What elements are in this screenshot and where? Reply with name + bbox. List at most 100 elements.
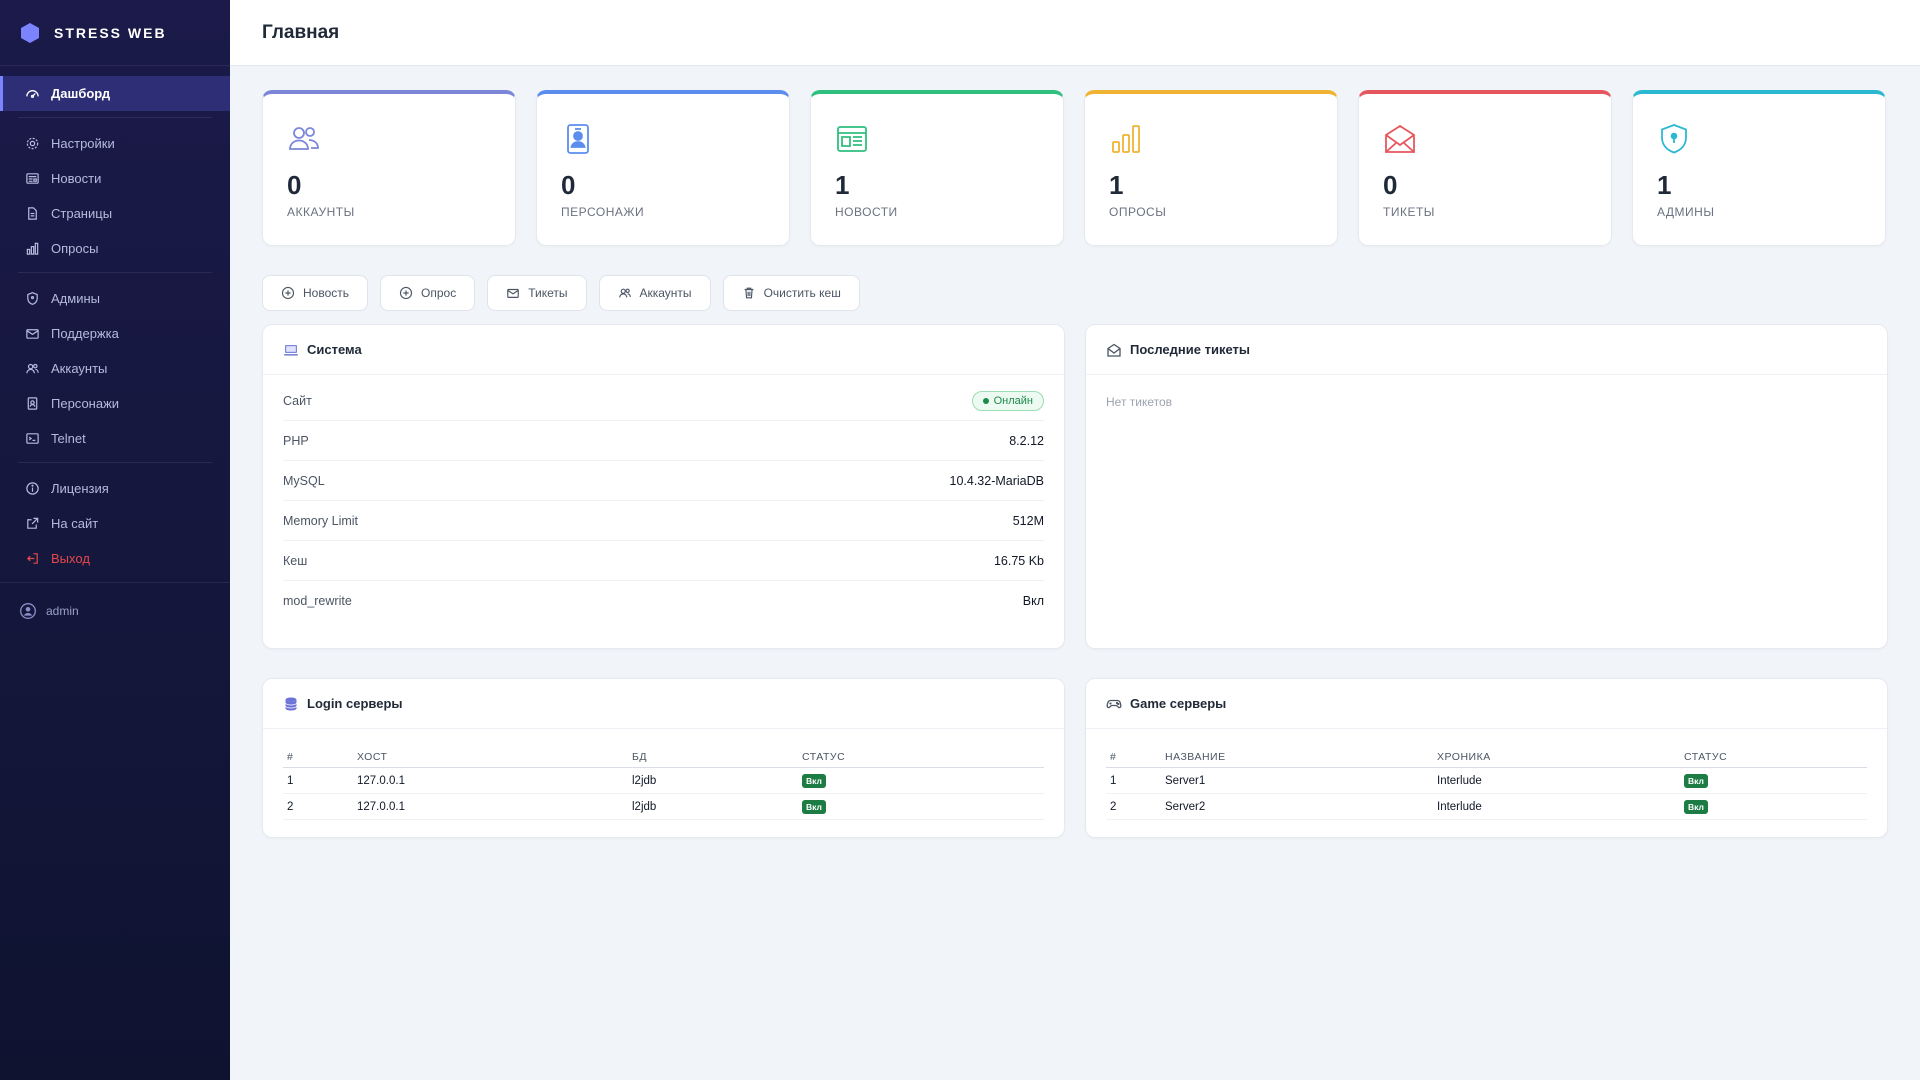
cell-chronicle: Interlude [1433,793,1680,820]
sidebar-item-license[interactable]: Лицензия [0,471,230,506]
column-header: НАЗВАНИЕ [1161,747,1433,768]
button-label: Аккаунты [639,286,692,300]
cell-status: Вкл [798,793,1044,820]
current-user[interactable]: admin [0,591,230,631]
sidebar-item-label: На сайт [51,516,99,531]
stat-card-polls[interactable]: 1 ОПРОСЫ [1084,90,1338,246]
cell-name: Server2 [1161,793,1433,820]
row-value: 512M [1012,513,1044,528]
table-header-row: # ХОСТ БД СТАТУС [283,747,1044,768]
panel-header: Система [263,325,1064,375]
quick-accounts-button[interactable]: Аккаунты [598,275,711,311]
divider [18,272,212,273]
plus-circle-icon [399,286,413,300]
sidebar-item-dashboard[interactable]: Дашборд [0,76,230,111]
sidebar-item-label: Страницы [51,206,113,221]
column-header: # [283,747,353,768]
brand[interactable]: STRESS WEB [0,0,230,66]
quick-add-poll-button[interactable]: Опрос [380,275,476,311]
stat-card-accounts[interactable]: 0 АККАУНТЫ [262,90,516,246]
shield-icon [1657,122,1691,156]
stat-label: ПЕРСОНАЖИ [561,205,645,219]
table-row: 2 Server2 Interlude Вкл [1106,793,1867,820]
table-header-row: # НАЗВАНИЕ ХРОНИКА СТАТУС [1106,747,1867,768]
sidebar-item-label: Аккаунты [51,361,108,376]
dashboard-icon [24,86,40,102]
column-header: СТАТУС [1680,747,1867,768]
sidebar-item-pages[interactable]: Страницы [0,196,230,231]
shield-icon [24,291,40,307]
stat-card-characters[interactable]: 0 ПЕРСОНАЖИ [536,90,790,246]
row-value: 16.75 Kb [993,553,1044,568]
stat-card-news[interactable]: 1 НОВОСТИ [810,90,1064,246]
sidebar-item-support[interactable]: Поддержка [0,316,230,351]
info-icon [24,481,40,497]
row-value: 10.4.32-MariaDB [949,473,1045,488]
database-icon [283,696,299,712]
quick-actions: Новость Опрос Тикеты Аккаунты Очистить к… [262,275,860,311]
sidebar-item-to-site[interactable]: На сайт [0,506,230,541]
status-badge: Вкл [1684,799,1708,814]
row-key: mod_rewrite [283,594,352,608]
stat-card-tickets[interactable]: 0 ТИКЕТЫ [1358,90,1612,246]
cell-id: 2 [1106,793,1161,820]
system-row-mod-rewrite: mod_rewrite Вкл [283,581,1044,621]
user-circle-icon [20,603,36,619]
row-key: MySQL [283,473,325,488]
cell-status: Вкл [1680,793,1867,820]
sidebar-item-polls[interactable]: Опросы [0,231,230,266]
stat-label: АДМИНЫ [1657,205,1715,219]
recent-tickets-panel: Последние тикеты Нет тикетов [1085,324,1888,649]
cell-id: 2 [283,793,353,820]
sidebar-item-admins[interactable]: Админы [0,281,230,316]
quick-add-news-button[interactable]: Новость [262,275,369,311]
button-label: Опрос [421,286,457,300]
bar-chart-icon [24,241,40,257]
divider [0,582,230,583]
system-row-memory: Memory Limit 512M [283,501,1044,541]
panel-header: Login серверы [263,679,1064,729]
stat-value: 1 [1657,170,1672,200]
laptop-icon [283,342,299,358]
system-row-cache: Кеш 16.75 Kb [283,541,1044,581]
sidebar-item-label: Лицензия [51,481,109,496]
envelope-open-icon [1383,122,1417,156]
divider [18,117,212,118]
sidebar-item-label: Настройки [51,136,115,151]
game-servers-table: # НАЗВАНИЕ ХРОНИКА СТАТУС 1 Server1 Inte… [1106,747,1867,820]
sidebar-item-accounts[interactable]: Аккаунты [0,351,230,386]
sidebar-item-logout[interactable]: Выход [0,541,230,576]
users-icon [618,286,632,300]
envelope-icon [506,286,520,300]
status-badge: Вкл [1684,773,1708,788]
quick-tickets-button[interactable]: Тикеты [487,275,587,311]
sidebar-item-characters[interactable]: Персонажи [0,386,230,421]
stat-label: ТИКЕТЫ [1383,205,1435,219]
news-icon [24,171,40,187]
column-header: СТАТУС [798,747,1044,768]
panel-header: Последние тикеты [1086,325,1887,375]
button-label: Новость [303,286,350,300]
gear-icon [24,136,40,152]
column-header: # [1106,747,1161,768]
empty-state: Нет тикетов [1106,395,1173,409]
stat-value: 0 [1383,170,1398,200]
sidebar-nav: Дашборд Настройки Новости Страницы Опро [0,66,230,631]
stat-card-admins[interactable]: 1 АДМИНЫ [1632,90,1886,246]
sidebar: STRESS WEB Дашборд Настройки Новости С [0,0,230,1080]
row-value: 8.2.12 [1009,433,1044,448]
sidebar-item-label: Персонажи [51,396,120,411]
page-title: Главная [262,21,340,43]
sidebar-item-news[interactable]: Новости [0,161,230,196]
sidebar-item-settings[interactable]: Настройки [0,126,230,161]
id-badge-icon [561,122,595,156]
bar-chart-icon [1109,122,1143,156]
sidebar-item-label: Дашборд [51,86,111,101]
cell-db: l2jdb [628,767,798,794]
row-key: PHP [283,433,309,448]
users-icon [24,361,40,377]
sidebar-item-telnet[interactable]: Telnet [0,421,230,456]
cell-id: 1 [1106,767,1161,794]
quick-clear-cache-button[interactable]: Очистить кеш [722,275,860,311]
sidebar-item-label: Поддержка [51,326,119,341]
